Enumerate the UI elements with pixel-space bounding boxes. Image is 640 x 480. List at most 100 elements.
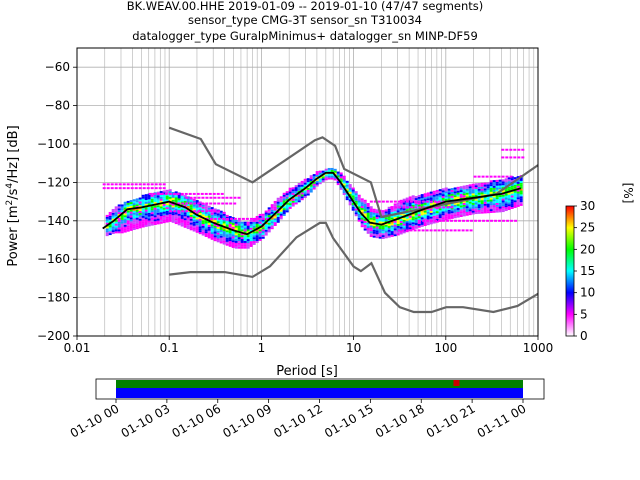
density-cell xyxy=(414,224,418,227)
density-cell xyxy=(234,240,238,243)
density-cell xyxy=(297,184,301,187)
density-cell xyxy=(456,202,460,205)
density-cell xyxy=(141,198,145,201)
timeline-tick-label: 01-10 03 xyxy=(119,401,173,440)
x-tick-label: 1000 xyxy=(523,341,554,355)
density-cell xyxy=(426,215,430,218)
density-cell xyxy=(276,218,280,221)
density-cell xyxy=(393,232,397,235)
sparse-mode-cell xyxy=(493,175,497,178)
density-cell xyxy=(387,222,391,225)
density-cell xyxy=(426,213,430,216)
density-cell xyxy=(222,223,226,226)
density-cell xyxy=(357,217,361,220)
density-cell xyxy=(198,218,202,221)
density-cell xyxy=(150,215,154,218)
density-cell xyxy=(492,197,496,200)
density-cell xyxy=(456,194,460,197)
sparse-mode-cell xyxy=(434,219,438,222)
density-cell xyxy=(396,233,400,236)
density-cell xyxy=(207,205,211,208)
density-cell xyxy=(456,192,460,195)
density-cell xyxy=(270,213,274,216)
density-cell xyxy=(150,223,154,226)
density-cell xyxy=(276,215,280,218)
density-cell xyxy=(243,231,247,234)
density-cell xyxy=(474,192,478,195)
density-cell xyxy=(513,177,517,180)
density-cell xyxy=(315,180,319,183)
density-cell xyxy=(438,191,442,194)
density-cell xyxy=(126,229,130,232)
density-cell xyxy=(183,214,187,217)
density-cell xyxy=(225,232,229,235)
density-cell xyxy=(177,213,181,216)
density-cell xyxy=(186,227,190,230)
density-cell xyxy=(240,237,244,240)
density-cell xyxy=(267,228,271,231)
density-cell xyxy=(150,221,154,224)
density-cell xyxy=(198,216,202,219)
density-cell xyxy=(351,195,355,198)
density-cell xyxy=(351,204,355,207)
density-cell xyxy=(369,210,373,213)
density-cell xyxy=(234,231,238,234)
density-cell xyxy=(135,200,139,203)
density-cell xyxy=(156,214,160,217)
density-cell xyxy=(375,232,379,235)
density-cell xyxy=(162,196,166,199)
density-cell xyxy=(252,235,256,238)
density-cell xyxy=(384,219,388,222)
density-cell xyxy=(372,226,376,229)
density-cell xyxy=(327,167,331,170)
density-cell xyxy=(354,191,358,194)
density-cell xyxy=(126,202,130,205)
density-cell xyxy=(255,217,259,220)
density-cell xyxy=(174,200,178,203)
density-cell xyxy=(429,212,433,215)
density-cell xyxy=(348,185,352,188)
density-cell xyxy=(213,225,217,228)
density-cell xyxy=(420,203,424,206)
density-cell xyxy=(468,199,472,202)
density-cell xyxy=(111,218,115,221)
density-cell xyxy=(369,225,373,228)
sparse-mode-cell xyxy=(201,196,205,199)
density-cell xyxy=(396,202,400,205)
sparse-mode-cell xyxy=(221,202,225,205)
density-cell xyxy=(450,216,454,219)
density-cell xyxy=(123,207,127,210)
density-cell xyxy=(129,205,133,208)
density-cell xyxy=(174,195,178,198)
density-cell xyxy=(219,210,223,213)
density-cell xyxy=(360,205,364,208)
sparse-mode-cell xyxy=(517,156,521,159)
density-cell xyxy=(114,225,118,228)
density-cell xyxy=(372,227,376,230)
density-cell xyxy=(249,241,253,244)
density-cell xyxy=(270,204,274,207)
density-cell xyxy=(177,196,181,199)
sparse-mode-cell xyxy=(437,200,441,203)
density-cell xyxy=(261,232,265,235)
density-cell xyxy=(513,202,517,205)
density-cell xyxy=(315,184,319,187)
density-cell xyxy=(306,180,310,183)
density-cell xyxy=(144,203,148,206)
density-cell xyxy=(471,206,475,209)
density-cell xyxy=(153,215,157,218)
density-cell xyxy=(435,209,439,212)
density-cell xyxy=(360,200,364,203)
density-cell xyxy=(483,192,487,195)
density-cell xyxy=(483,205,487,208)
density-cell xyxy=(399,232,403,235)
density-cell xyxy=(390,229,394,232)
density-cell xyxy=(108,215,112,218)
density-cell xyxy=(363,224,367,227)
density-cell xyxy=(423,195,427,198)
density-cell xyxy=(483,209,487,212)
density-cell xyxy=(516,193,520,196)
density-cell xyxy=(477,207,481,210)
sparse-mode-cell xyxy=(410,206,414,209)
sparse-mode-cell xyxy=(521,156,525,159)
